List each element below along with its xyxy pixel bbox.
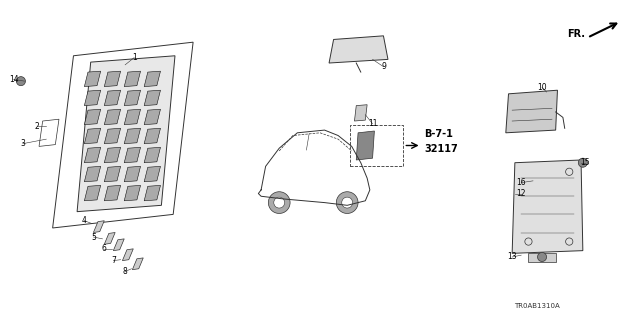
Text: 11: 11 xyxy=(368,119,378,128)
Text: 32117: 32117 xyxy=(424,144,458,154)
Polygon shape xyxy=(84,71,100,87)
Polygon shape xyxy=(144,71,161,87)
Polygon shape xyxy=(122,249,133,260)
Circle shape xyxy=(342,197,353,208)
Polygon shape xyxy=(84,128,100,144)
Circle shape xyxy=(538,252,547,261)
Polygon shape xyxy=(104,128,120,144)
Polygon shape xyxy=(84,109,100,125)
Circle shape xyxy=(274,197,285,208)
Text: 1: 1 xyxy=(132,53,136,62)
Polygon shape xyxy=(124,109,141,125)
Polygon shape xyxy=(84,185,100,201)
Polygon shape xyxy=(124,147,141,163)
Circle shape xyxy=(579,158,588,167)
Polygon shape xyxy=(113,239,124,251)
Text: 2: 2 xyxy=(35,122,40,131)
Polygon shape xyxy=(124,128,141,144)
Text: 13: 13 xyxy=(508,252,517,261)
Text: 8: 8 xyxy=(123,267,127,276)
Polygon shape xyxy=(124,71,141,87)
Polygon shape xyxy=(93,221,104,233)
Polygon shape xyxy=(329,36,388,63)
Circle shape xyxy=(268,192,290,213)
Polygon shape xyxy=(144,185,161,201)
Text: 4: 4 xyxy=(82,216,87,225)
Polygon shape xyxy=(529,253,556,262)
Polygon shape xyxy=(512,160,583,253)
Polygon shape xyxy=(104,147,120,163)
Circle shape xyxy=(17,76,26,86)
Polygon shape xyxy=(84,90,100,106)
Polygon shape xyxy=(104,233,115,244)
Polygon shape xyxy=(104,166,120,182)
Text: 14: 14 xyxy=(9,75,19,84)
Polygon shape xyxy=(104,71,120,87)
Polygon shape xyxy=(84,147,100,163)
Polygon shape xyxy=(124,185,141,201)
Text: TR0AB1310A: TR0AB1310A xyxy=(515,303,560,309)
Polygon shape xyxy=(144,109,161,125)
Polygon shape xyxy=(104,90,120,106)
Text: FR.: FR. xyxy=(566,29,585,39)
Polygon shape xyxy=(77,56,175,212)
Polygon shape xyxy=(356,131,374,160)
Polygon shape xyxy=(506,90,557,133)
Polygon shape xyxy=(132,258,143,270)
Text: 10: 10 xyxy=(537,83,547,92)
Polygon shape xyxy=(144,166,161,182)
Polygon shape xyxy=(144,128,161,144)
Text: 5: 5 xyxy=(91,233,96,242)
Polygon shape xyxy=(39,119,59,147)
Polygon shape xyxy=(355,105,367,121)
Polygon shape xyxy=(104,109,120,125)
Text: B-7-1: B-7-1 xyxy=(424,129,453,139)
Text: 3: 3 xyxy=(20,139,25,148)
Text: 16: 16 xyxy=(516,178,526,187)
Polygon shape xyxy=(124,166,141,182)
Text: 7: 7 xyxy=(111,256,116,265)
Polygon shape xyxy=(124,90,141,106)
Polygon shape xyxy=(84,166,100,182)
Circle shape xyxy=(336,192,358,213)
Text: 12: 12 xyxy=(516,189,526,198)
Polygon shape xyxy=(144,90,161,106)
Text: 15: 15 xyxy=(580,158,589,167)
Circle shape xyxy=(531,176,540,185)
Polygon shape xyxy=(104,185,120,201)
Polygon shape xyxy=(144,147,161,163)
Text: 6: 6 xyxy=(102,244,107,253)
Text: 9: 9 xyxy=(381,62,386,71)
